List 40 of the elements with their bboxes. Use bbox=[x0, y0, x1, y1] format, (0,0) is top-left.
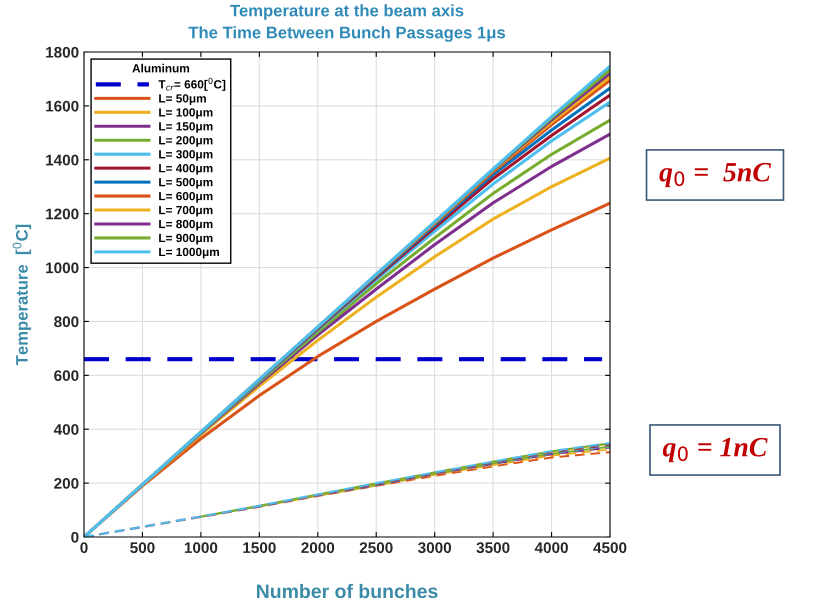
legend-label: L= 50μm bbox=[159, 94, 206, 105]
legend-label: L= 600μm bbox=[159, 192, 212, 203]
legend-label: L= 300μm bbox=[159, 150, 212, 161]
legend-title: Aluminum bbox=[132, 64, 190, 72]
y-tick-label: 1200 bbox=[46, 208, 79, 220]
x-tick-label: 500 bbox=[130, 542, 155, 554]
x-tick-label: 3500 bbox=[476, 542, 510, 554]
y-tick-label: 1600 bbox=[46, 100, 79, 112]
chart-subtitle: The Time Between Bunch Passages 1μs bbox=[188, 26, 506, 42]
x-tick-label: 1500 bbox=[243, 542, 276, 554]
x-tick-label: 4500 bbox=[593, 542, 626, 554]
y-tick-label: 1800 bbox=[46, 46, 79, 58]
chart-title: Temperature at the beam axis bbox=[230, 4, 464, 20]
y-tick-label: 1400 bbox=[46, 154, 79, 166]
legend-label: L= 800μm bbox=[159, 220, 212, 230]
legend-label: L= 200μm bbox=[159, 136, 212, 147]
legend-label: L= 100μm bbox=[159, 108, 212, 119]
text: q$_{0}$ = 1nC bbox=[662, 438, 768, 462]
x-tick-label: 0 bbox=[80, 542, 88, 554]
x-tick-label: 3000 bbox=[418, 542, 452, 554]
legend-label: L= 900μm bbox=[159, 234, 212, 244]
y-tick-label: 400 bbox=[54, 424, 79, 435]
y-tick-label: 600 bbox=[54, 370, 79, 382]
legend-label: L= 150μm bbox=[159, 122, 212, 133]
legend-label: L= 700μm bbox=[159, 206, 212, 217]
legend-label: L= 400μm bbox=[159, 164, 212, 175]
text: q$_{0}$ = 5nC bbox=[659, 162, 772, 188]
x-tick-label: 2000 bbox=[301, 542, 334, 554]
legend-label: L= 500μm bbox=[159, 178, 212, 189]
y-tick-label: 1000 bbox=[46, 262, 79, 274]
y-tick-label: 800 bbox=[54, 316, 79, 328]
x-tick-label: 2500 bbox=[360, 542, 393, 554]
y-tick-label: 0 bbox=[71, 532, 79, 543]
x-axis-title: Number of bunches bbox=[257, 584, 438, 598]
y-axis-title: Temperature [$^{0}$C] bbox=[12, 224, 32, 366]
x-tick-label: 1000 bbox=[184, 542, 218, 554]
legend-label: L= 1000μm bbox=[159, 248, 220, 258]
y-tick-label: 200 bbox=[54, 478, 79, 489]
legend-label: T$_{cr}$= 660[$^{0}$C] bbox=[158, 78, 226, 91]
x-tick-label: 4000 bbox=[534, 542, 568, 554]
